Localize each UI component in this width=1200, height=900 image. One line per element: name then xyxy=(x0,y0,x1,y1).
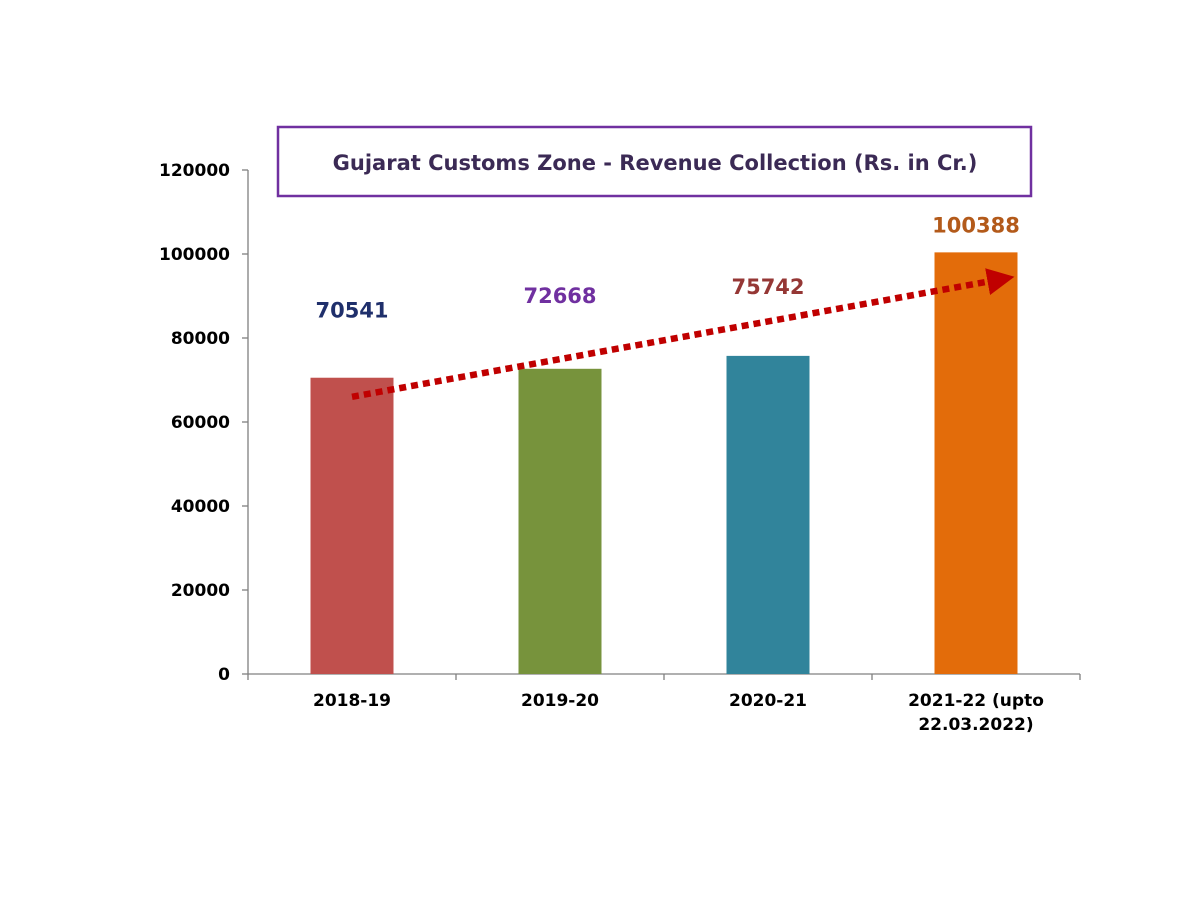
chart-title-box: Gujarat Customs Zone - Revenue Collectio… xyxy=(276,125,1033,198)
data-label-1: 70541 xyxy=(315,299,388,323)
data-label-4: 100388 xyxy=(932,213,1020,237)
trend-arrow-group xyxy=(351,268,1015,400)
category-label: 22.03.2022) xyxy=(918,715,1033,735)
y-tick-label: 40000 xyxy=(171,497,230,517)
y-tick-label: 20000 xyxy=(171,581,230,601)
category-label: 2020-21 xyxy=(729,691,807,711)
category-labels: 2018-19 2019-20 2020-21 2021-22 (upto 22.03.… xyxy=(313,691,1044,735)
data-label-2: 72668 xyxy=(523,284,596,308)
bar-series xyxy=(310,252,1018,674)
y-tick-label: 120000 xyxy=(159,161,230,181)
bar-3 xyxy=(726,355,810,674)
bar-4 xyxy=(934,252,1018,674)
bar-1 xyxy=(310,377,394,674)
category-label: 2021-22 (upto xyxy=(908,691,1044,711)
x-axis-ticks xyxy=(247,674,1081,680)
category-label: 2019-20 xyxy=(521,691,599,711)
y-axis-ticks: 0 20000 40000 60000 80000 100000 120000 xyxy=(159,161,248,685)
data-labels: 70541 72668 75742 100388 xyxy=(315,213,1019,322)
y-tick-label: 80000 xyxy=(171,329,230,349)
trend-arrow xyxy=(351,268,1015,400)
y-tick-label: 60000 xyxy=(171,413,230,433)
bar-2 xyxy=(518,368,602,674)
data-label-3: 75742 xyxy=(731,275,804,299)
y-tick-label: 0 xyxy=(218,665,230,685)
chart-title: Gujarat Customs Zone - Revenue Collectio… xyxy=(333,151,978,175)
y-tick-label: 100000 xyxy=(159,245,230,265)
category-label: 2018-19 xyxy=(313,691,391,711)
title-frame xyxy=(276,125,1033,198)
